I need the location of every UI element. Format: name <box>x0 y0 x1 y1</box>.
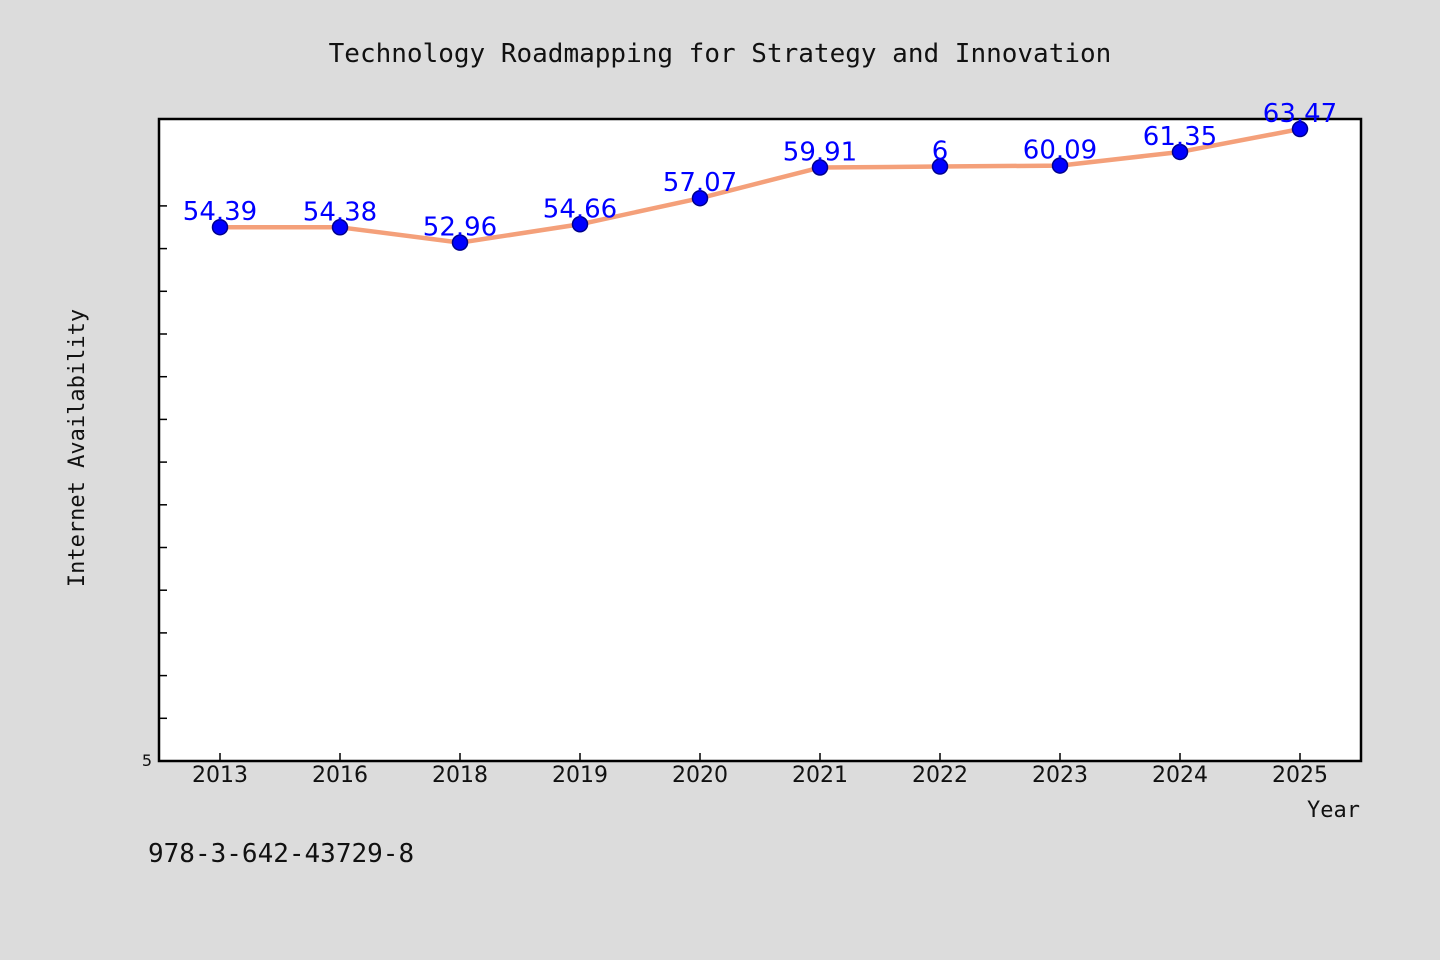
data-label: 52.96 <box>423 213 497 243</box>
data-point <box>1051 157 1069 174</box>
y-axis-ticks <box>159 205 167 762</box>
data-point <box>931 158 949 175</box>
x-tick-label: 2023 <box>1032 763 1088 788</box>
data-point <box>331 219 349 236</box>
data-label: 54.66 <box>543 194 617 224</box>
data-label: 57.07 <box>663 168 737 198</box>
x-tick-label: 2020 <box>672 763 728 788</box>
x-tick-label: 2016 <box>312 763 368 788</box>
series-line <box>219 126 1301 245</box>
data-point <box>691 189 709 207</box>
data-point <box>1171 143 1189 161</box>
series-markers <box>211 120 1309 251</box>
data-label: 6 <box>932 137 949 167</box>
x-tick-label: 2024 <box>1152 763 1208 788</box>
x-tick-label: 2025 <box>1272 763 1328 788</box>
data-point <box>811 159 829 176</box>
isbn-footer: 978-3-642-43729-8 <box>148 839 414 869</box>
data-label: 59.91 <box>783 138 857 168</box>
data-labels: 54.39 54.38 52.96 54.66 57.07 59.91 6 60.09 61.3… <box>183 99 1337 243</box>
y-tick-label: 5 <box>142 751 152 770</box>
data-point <box>571 216 589 233</box>
data-point <box>451 234 469 251</box>
x-tick-label: 2019 <box>552 763 608 788</box>
chart-title: Technology Roadmapping for Strategy and … <box>329 39 1112 69</box>
x-axis-label: Year <box>1307 798 1360 823</box>
y-axis-label: Internet Availability <box>65 309 90 587</box>
x-axis-ticks <box>219 753 1301 761</box>
plot-area <box>157 117 1363 763</box>
x-tick-label: 2021 <box>792 763 848 788</box>
data-label: 54.38 <box>303 197 377 227</box>
x-tick-label: 2013 <box>192 763 248 788</box>
x-tick-label: 2018 <box>432 763 488 788</box>
data-point <box>211 218 229 236</box>
data-label: 61.35 <box>1143 122 1217 152</box>
data-label: 63.47 <box>1263 99 1337 129</box>
data-point <box>1291 120 1309 138</box>
x-tick-label: 2022 <box>912 763 968 788</box>
data-label: 54.39 <box>183 197 257 227</box>
data-label: 60.09 <box>1023 136 1097 166</box>
x-axis-tick-labels: 2013 2016 2018 2019 2020 2021 2022 2023 2024 2025 <box>192 763 1328 788</box>
